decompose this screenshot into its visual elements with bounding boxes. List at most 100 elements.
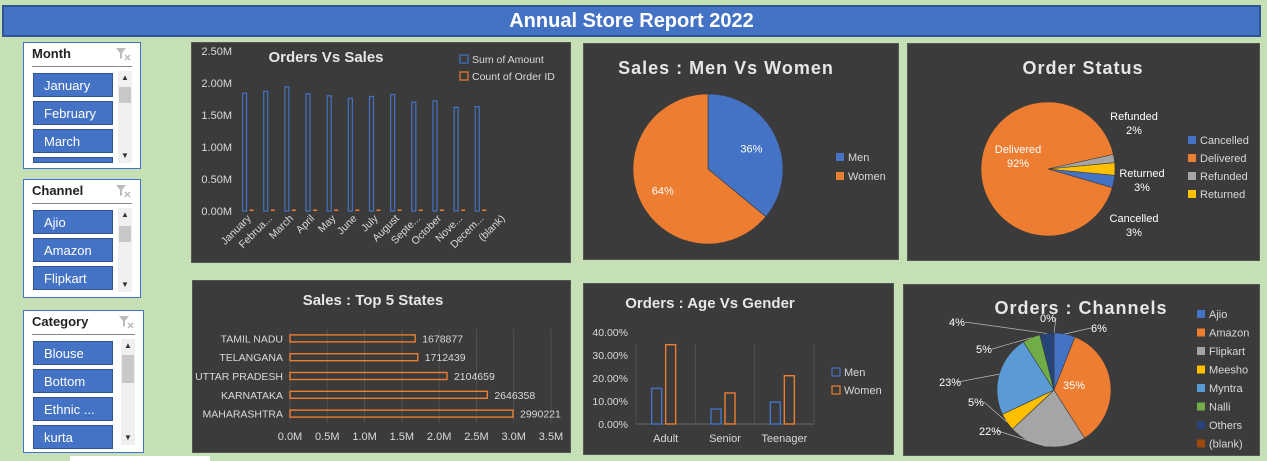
y-tick-label: 0.00% xyxy=(598,419,628,431)
order-status-chart[interactable]: Order Status Delivered 92% Refunded 2% Return… xyxy=(907,43,1260,261)
x-tick-label: 3.5M xyxy=(539,431,563,443)
data-label-pct: 3% xyxy=(1126,227,1142,239)
scroll-up-icon[interactable]: ▲ xyxy=(124,341,132,350)
bar-sum-of-amount xyxy=(432,100,438,212)
chart-title: Orders Vs Sales xyxy=(268,49,383,66)
bar-sum-of-amount xyxy=(453,106,459,212)
y-tick-label: 1.00M xyxy=(201,142,232,154)
bar-sum-of-amount xyxy=(263,90,269,212)
month-slicer: Month January February March ▲ ▼ xyxy=(23,42,141,169)
slicer-item-ajio[interactable]: Ajio xyxy=(33,210,113,234)
slicer-item-march[interactable]: March xyxy=(33,129,113,153)
bar-men xyxy=(710,408,722,425)
data-label: 36% xyxy=(740,144,762,156)
data-label-name: Cancelled xyxy=(1110,213,1159,225)
legend-swatch xyxy=(1197,402,1205,411)
pie-slice-delivered xyxy=(980,101,1114,237)
bar-women xyxy=(664,343,677,425)
data-label: 5% xyxy=(968,397,984,409)
channel-slicer: Channel Ajio Amazon Flipkart ▲ ▼ xyxy=(23,179,141,298)
category-slicer-scrollbar[interactable]: ▲ ▼ xyxy=(121,339,135,445)
clear-filter-icon[interactable] xyxy=(117,313,135,331)
x-tick-label: Senior xyxy=(709,433,741,445)
legend-swatch xyxy=(1188,136,1196,144)
legend-swatch xyxy=(1188,154,1196,162)
slicer-item-february[interactable]: February xyxy=(33,101,113,125)
bar-sum-of-amount xyxy=(474,106,480,212)
legend-label: Refunded xyxy=(1200,171,1248,183)
top-states-chart[interactable]: Sales : Top 5 States 0.0M 0.5M 1.0M 1.5M 2.0M… xyxy=(192,280,571,453)
bar-sum-of-amount xyxy=(390,93,396,212)
orders-vs-sales-svg: Orders Vs Sales 0.00M 0.50M 1.00M 1.50M 2.00M… xyxy=(201,46,555,251)
x-tick-label: 2.0M xyxy=(427,431,451,443)
bar-sum-of-amount xyxy=(305,93,311,212)
slicer-item-ethnic[interactable]: Ethnic ... xyxy=(33,397,113,421)
data-label-name: Returned xyxy=(1119,168,1164,180)
clear-filter-icon[interactable] xyxy=(114,182,132,200)
month-slicer-scrollbar[interactable]: ▲ ▼ xyxy=(118,71,132,163)
bar-sum-of-amount xyxy=(368,95,375,212)
legend-label: Others xyxy=(1209,420,1243,432)
x-tick-label: 0.0M xyxy=(278,431,302,443)
slicer-item-kurta[interactable]: kurta xyxy=(33,425,113,449)
data-label: 2646358 xyxy=(494,390,535,402)
x-tick-label: March xyxy=(267,213,296,242)
data-label: 2990221 xyxy=(520,409,561,421)
scroll-down-icon[interactable]: ▼ xyxy=(121,151,129,160)
bar-sum-of-amount xyxy=(241,92,248,212)
state-label: UTTAR PRADESH xyxy=(195,371,283,383)
legend-label: Sum of Amount xyxy=(472,54,544,66)
legend-label: Myntra xyxy=(1209,383,1244,395)
data-label: 1712439 xyxy=(425,352,466,364)
slicer-item-blouse[interactable]: Blouse xyxy=(33,341,113,365)
data-label: 23% xyxy=(939,377,961,389)
slicer-item-bottom[interactable]: Bottom xyxy=(33,369,113,393)
channel-slicer-scrollbar[interactable]: ▲ ▼ xyxy=(118,208,132,292)
leader-line xyxy=(991,337,1032,350)
pie-slice-men xyxy=(707,93,784,218)
legend-label: Ajio xyxy=(1209,309,1227,321)
y-tick-label: 2.00M xyxy=(201,78,232,90)
scroll-down-icon[interactable]: ▼ xyxy=(124,433,132,442)
chart-title: Orders : Age Vs Gender xyxy=(625,295,795,312)
bar-count-of-order-id xyxy=(291,209,296,211)
slicer-item-january[interactable]: January xyxy=(33,73,113,97)
channel-slicer-title: Channel xyxy=(32,183,84,198)
scroll-up-icon[interactable]: ▲ xyxy=(121,210,129,219)
slicer-item-flipkart[interactable]: Flipkart xyxy=(33,266,113,290)
clear-filter-icon[interactable] xyxy=(114,45,132,63)
x-tick-label: April xyxy=(294,213,317,236)
age-vs-gender-chart[interactable]: Orders : Age Vs Gender 0.00% 10.00% 20.00% 3… xyxy=(583,283,894,455)
state-bar xyxy=(289,334,416,343)
data-label: 2104659 xyxy=(454,371,495,383)
scroll-thumb[interactable] xyxy=(119,226,131,242)
scroll-up-icon[interactable]: ▲ xyxy=(121,73,129,82)
orders-vs-sales-chart[interactable]: Orders Vs Sales 0.00M 0.50M 1.00M 1.50M 2.00M… xyxy=(191,42,571,263)
sales-men-women-chart[interactable]: Sales : Men Vs Women 36% 64% Men Women xyxy=(583,43,899,260)
category-slicer-title: Category xyxy=(32,314,89,329)
data-label: 0% xyxy=(1040,313,1056,325)
data-label: 5% xyxy=(976,344,992,356)
legend-label: Women xyxy=(848,171,886,183)
leader-line xyxy=(1064,327,1092,335)
scroll-thumb[interactable] xyxy=(119,87,131,103)
pie-slice-others xyxy=(1039,332,1055,391)
legend-label: Women xyxy=(844,385,882,397)
chart-title: Sales : Men Vs Women xyxy=(618,58,834,78)
leader-line xyxy=(983,401,1008,423)
x-tick-label: Teenager xyxy=(761,433,807,445)
orders-channels-chart[interactable]: Orders : Channels 6% 35% 22% 5% 23% 5% 4% 0% Ajio… xyxy=(903,284,1260,456)
legend-swatch xyxy=(1197,365,1205,374)
slicer-item-april[interactable] xyxy=(33,157,113,163)
data-label: 4% xyxy=(949,317,965,329)
scroll-thumb[interactable] xyxy=(122,355,134,383)
chart-title: Order Status xyxy=(1022,58,1143,78)
slicer-item-amazon[interactable]: Amazon xyxy=(33,238,113,262)
sheet-tab-strip[interactable] xyxy=(70,456,210,461)
legend-swatch xyxy=(459,54,469,64)
report-title: Annual Store Report 2022 xyxy=(2,5,1261,37)
state-label: KARNATAKA xyxy=(221,390,283,402)
bar-sum-of-amount xyxy=(326,95,332,212)
y-tick-label: 10.00% xyxy=(592,396,628,408)
scroll-down-icon[interactable]: ▼ xyxy=(121,280,129,289)
